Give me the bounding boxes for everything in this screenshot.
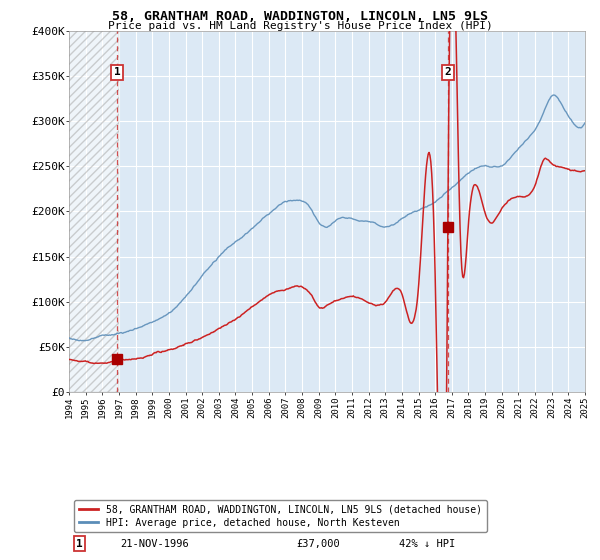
Text: 2: 2 xyxy=(445,67,451,77)
Text: 58, GRANTHAM ROAD, WADDINGTON, LINCOLN, LN5 9LS: 58, GRANTHAM ROAD, WADDINGTON, LINCOLN, … xyxy=(112,10,488,23)
Text: 1: 1 xyxy=(76,539,83,549)
Text: 1: 1 xyxy=(114,67,121,77)
Text: £37,000: £37,000 xyxy=(296,539,340,549)
Text: 42% ↓ HPI: 42% ↓ HPI xyxy=(399,539,455,549)
Text: 21-NOV-1996: 21-NOV-1996 xyxy=(121,539,190,549)
Legend: 58, GRANTHAM ROAD, WADDINGTON, LINCOLN, LN5 9LS (detached house), HPI: Average p: 58, GRANTHAM ROAD, WADDINGTON, LINCOLN, … xyxy=(74,500,487,533)
Text: Price paid vs. HM Land Registry's House Price Index (HPI): Price paid vs. HM Land Registry's House … xyxy=(107,21,493,31)
